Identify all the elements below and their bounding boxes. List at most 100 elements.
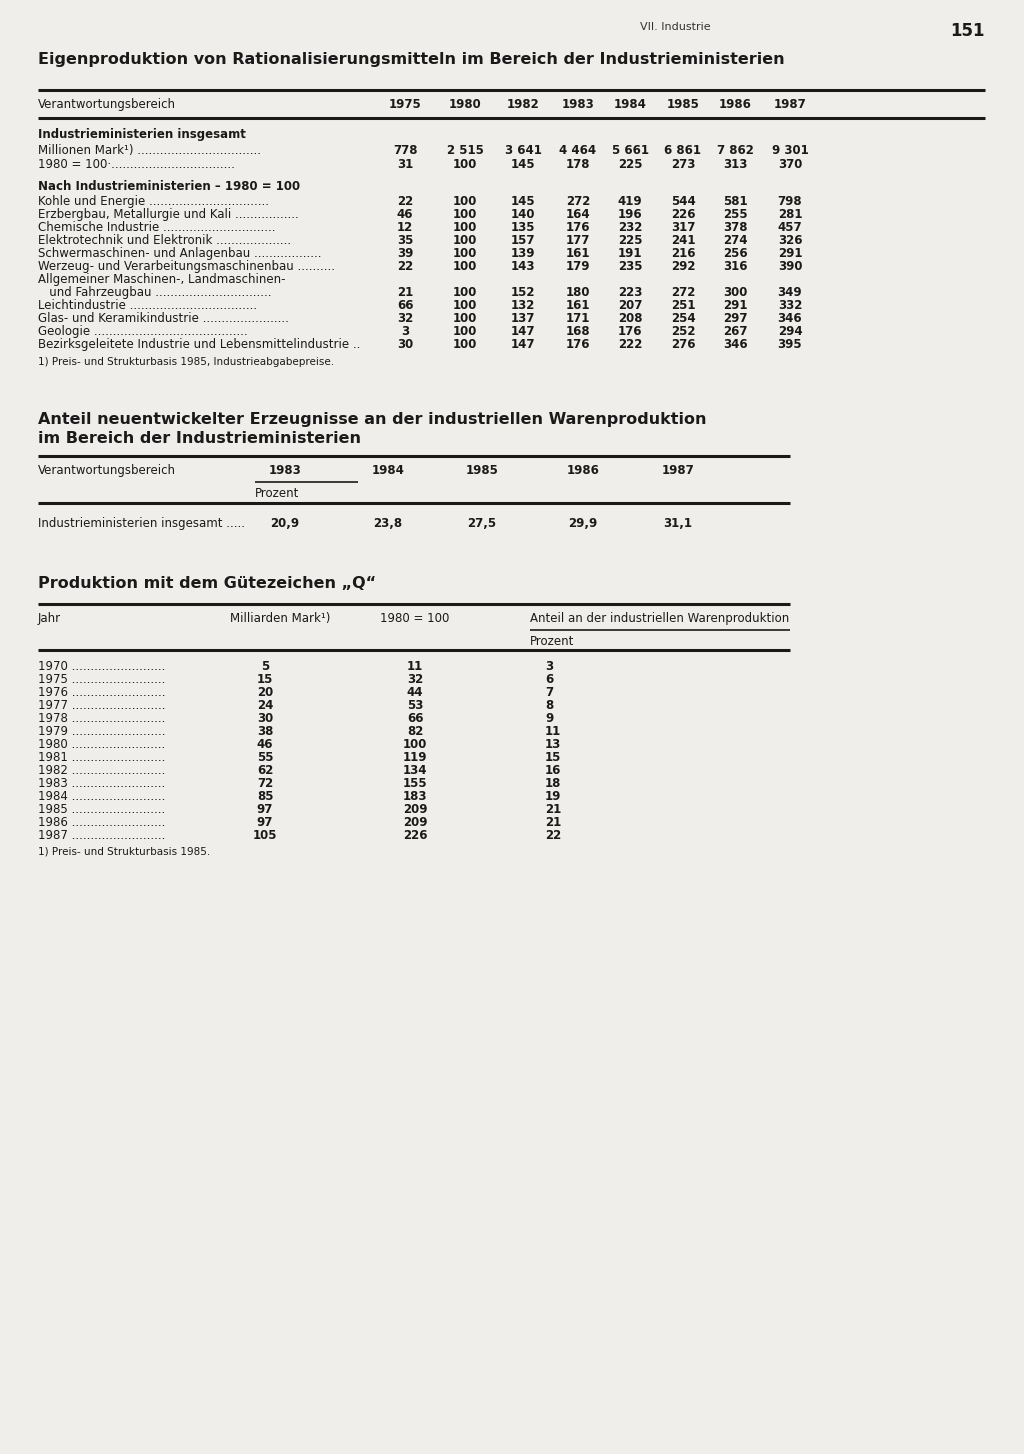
Text: 207: 207: [617, 300, 642, 313]
Text: 9: 9: [545, 712, 553, 726]
Text: 226: 226: [402, 829, 427, 842]
Text: 72: 72: [257, 776, 273, 790]
Text: 100: 100: [453, 208, 477, 221]
Text: 5 661: 5 661: [611, 144, 648, 157]
Text: 155: 155: [402, 776, 427, 790]
Text: 46: 46: [396, 208, 414, 221]
Text: Prozent: Prozent: [255, 487, 299, 500]
Text: 255: 255: [723, 208, 748, 221]
Text: 11: 11: [407, 660, 423, 673]
Text: und Fahrzeugbau ...............................: und Fahrzeugbau ........................…: [38, 286, 271, 300]
Text: 21: 21: [397, 286, 413, 300]
Text: 32: 32: [407, 673, 423, 686]
Text: 1975: 1975: [389, 97, 421, 111]
Text: 1985: 1985: [466, 464, 499, 477]
Text: 176: 176: [565, 221, 590, 234]
Text: 30: 30: [397, 337, 413, 350]
Text: 272: 272: [671, 286, 695, 300]
Text: 1987: 1987: [773, 97, 806, 111]
Text: 252: 252: [671, 326, 695, 337]
Text: 300: 300: [723, 286, 748, 300]
Text: Bezirksgeleitete Industrie und Lebensmittelindustrie ..: Bezirksgeleitete Industrie und Lebensmit…: [38, 337, 360, 350]
Text: 241: 241: [671, 234, 695, 247]
Text: 151: 151: [950, 22, 985, 41]
Text: 21: 21: [545, 816, 561, 829]
Text: 21: 21: [545, 803, 561, 816]
Text: 66: 66: [396, 300, 414, 313]
Text: 22: 22: [545, 829, 561, 842]
Text: 1983: 1983: [561, 97, 594, 111]
Text: 1987: 1987: [662, 464, 694, 477]
Text: 15: 15: [257, 673, 273, 686]
Text: 267: 267: [723, 326, 748, 337]
Text: 291: 291: [723, 300, 748, 313]
Text: 232: 232: [617, 221, 642, 234]
Text: 272: 272: [566, 195, 590, 208]
Text: 135: 135: [511, 221, 536, 234]
Text: 44: 44: [407, 686, 423, 699]
Text: 164: 164: [565, 208, 590, 221]
Text: 222: 222: [617, 337, 642, 350]
Text: Jahr: Jahr: [38, 612, 61, 625]
Text: 119: 119: [402, 752, 427, 763]
Text: 85: 85: [257, 790, 273, 803]
Text: 256: 256: [723, 247, 748, 260]
Text: 1982 .........................: 1982 .........................: [38, 763, 165, 776]
Text: 1985: 1985: [667, 97, 699, 111]
Text: Industrieministerien insgesamt .....: Industrieministerien insgesamt .....: [38, 518, 245, 531]
Text: 100: 100: [453, 300, 477, 313]
Text: 62: 62: [257, 763, 273, 776]
Text: 1987 .........................: 1987 .........................: [38, 829, 165, 842]
Text: 23,8: 23,8: [374, 518, 402, 531]
Text: 139: 139: [511, 247, 536, 260]
Text: 1979 .........................: 1979 .........................: [38, 726, 166, 739]
Text: 1986 .........................: 1986 .........................: [38, 816, 165, 829]
Text: 55: 55: [257, 752, 273, 763]
Text: 1983: 1983: [268, 464, 301, 477]
Text: 274: 274: [723, 234, 748, 247]
Text: 100: 100: [453, 260, 477, 273]
Text: 7 862: 7 862: [717, 144, 754, 157]
Text: 3: 3: [545, 660, 553, 673]
Text: 157: 157: [511, 234, 536, 247]
Text: 378: 378: [723, 221, 748, 234]
Text: 1980: 1980: [449, 97, 481, 111]
Text: 97: 97: [257, 816, 273, 829]
Text: Eigenproduktion von Rationalisierungsmitteln im Bereich der Industrieministerien: Eigenproduktion von Rationalisierungsmit…: [38, 52, 784, 67]
Text: 30: 30: [257, 712, 273, 726]
Text: 100: 100: [453, 221, 477, 234]
Text: 100: 100: [453, 158, 477, 172]
Text: 1981 .........................: 1981 .........................: [38, 752, 165, 763]
Text: 4 464: 4 464: [559, 144, 597, 157]
Text: 1980 .........................: 1980 .........................: [38, 739, 165, 752]
Text: 132: 132: [511, 300, 536, 313]
Text: Werzeug- und Verarbeitungsmaschinenbau ..........: Werzeug- und Verarbeitungsmaschinenbau .…: [38, 260, 335, 273]
Text: 100: 100: [453, 337, 477, 350]
Text: Verantwortungsbereich: Verantwortungsbereich: [38, 464, 176, 477]
Text: 5: 5: [261, 660, 269, 673]
Text: 297: 297: [723, 313, 748, 326]
Text: 2 515: 2 515: [446, 144, 483, 157]
Text: 183: 183: [402, 790, 427, 803]
Text: 8: 8: [545, 699, 553, 712]
Text: 18: 18: [545, 776, 561, 790]
Text: 3: 3: [401, 326, 409, 337]
Text: 53: 53: [407, 699, 423, 712]
Text: 66: 66: [407, 712, 423, 726]
Text: 15: 15: [545, 752, 561, 763]
Text: 273: 273: [671, 158, 695, 172]
Text: 6: 6: [545, 673, 553, 686]
Text: 100: 100: [453, 313, 477, 326]
Text: Millionen Mark¹) .................................: Millionen Mark¹) .......................…: [38, 144, 261, 157]
Text: 100: 100: [402, 739, 427, 752]
Text: 12: 12: [397, 221, 413, 234]
Text: 196: 196: [617, 208, 642, 221]
Text: 19: 19: [545, 790, 561, 803]
Text: Chemische Industrie ..............................: Chemische Industrie ....................…: [38, 221, 275, 234]
Text: 82: 82: [407, 726, 423, 739]
Text: 100: 100: [453, 195, 477, 208]
Text: 134: 134: [402, 763, 427, 776]
Text: Nach Industrieministerien – 1980 = 100: Nach Industrieministerien – 1980 = 100: [38, 180, 300, 193]
Text: 11: 11: [545, 726, 561, 739]
Text: Prozent: Prozent: [530, 635, 574, 648]
